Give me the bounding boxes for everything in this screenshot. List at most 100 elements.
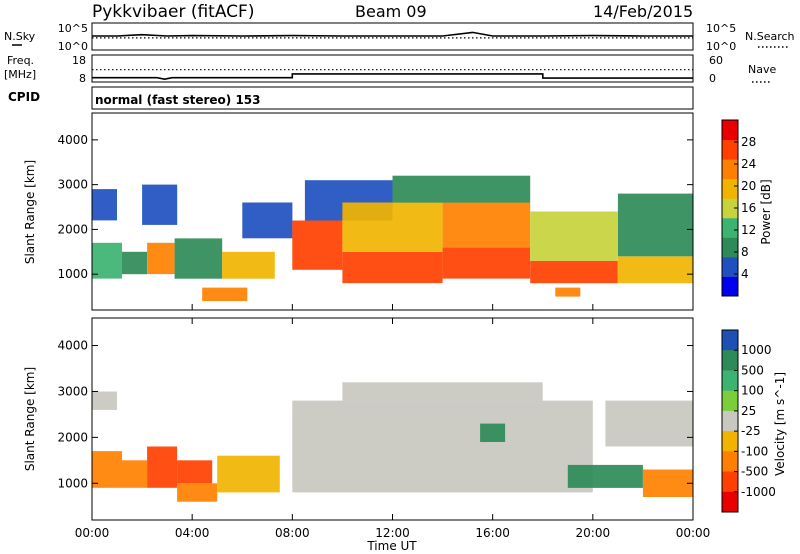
power-colorbar-segment — [722, 217, 738, 238]
nave-right-tick-bottom: 0 — [709, 72, 716, 85]
data-region — [92, 391, 117, 410]
velocity-colorbar-label: 100 — [741, 384, 764, 398]
data-region — [92, 189, 117, 221]
y-tick-label: 3000 — [57, 384, 88, 398]
velocity-colorbar-label: -25 — [741, 424, 761, 438]
data-region — [122, 251, 147, 275]
velocity-colorbar-segment — [722, 330, 738, 351]
freq-label-line2: [MHz] — [4, 68, 36, 81]
data-region — [530, 211, 618, 261]
data-region — [567, 464, 643, 488]
frequency-series-line — [92, 73, 693, 81]
velocity-colorbar-segment — [722, 431, 738, 452]
power-panel: Slant Range [km] 1000 2000 3000 4000 4 8 12 16… — [23, 112, 773, 311]
velocity-colorbar-segment — [722, 471, 738, 493]
data-region — [442, 247, 531, 279]
x-tick-label: 08:00 — [275, 526, 310, 540]
data-region — [617, 256, 693, 284]
velocity-colorbar-label: -500 — [741, 465, 768, 479]
velocity-colorbar-segment — [722, 370, 738, 392]
power-colorbar-label: Power [dB] — [759, 179, 773, 244]
power-colorbar-segment — [722, 178, 738, 199]
data-region — [202, 287, 248, 301]
power-colorbar-segment — [722, 120, 738, 141]
noise-right-label: N.Search — [745, 30, 795, 43]
power-colorbar-segment — [722, 256, 738, 277]
y-tick-label: 1000 — [57, 267, 88, 281]
noise-left-tick-bottom: 10^0 — [58, 40, 88, 53]
velocity-colorbar-label: Velocity [m s^-1] — [773, 372, 787, 476]
data-region — [292, 400, 593, 493]
x-tick-label: 00:00 — [676, 526, 711, 540]
data-region — [222, 251, 275, 279]
velocity-colorbar-label: 1000 — [741, 343, 772, 357]
power-colorbar-segment — [722, 139, 738, 160]
beam-title: Beam 09 — [355, 2, 427, 21]
nave-label: Nave — [748, 63, 776, 76]
cpid-label: CPID — [8, 90, 40, 104]
power-colorbar-segment — [722, 237, 738, 258]
y-tick-label: 2000 — [57, 430, 88, 444]
power-colorbar-label: 12 — [741, 223, 756, 237]
x-tick-label: 04:00 — [175, 526, 210, 540]
y-tick-label: 4000 — [57, 339, 88, 353]
data-region — [142, 184, 178, 225]
data-region — [147, 446, 178, 488]
velocity-colorbar-frame — [721, 329, 739, 513]
velocity-colorbar-label: -100 — [741, 444, 768, 458]
power-colorbar-label: 4 — [741, 267, 749, 281]
noise-left-label: N.Sky — [4, 30, 36, 43]
power-colorbar-label: 8 — [741, 245, 749, 259]
x-tick-label: 00:00 — [75, 526, 110, 540]
x-tick-label: 16:00 — [475, 526, 510, 540]
power-colorbar-label: 28 — [741, 135, 756, 149]
y-tick-label: 3000 — [57, 178, 88, 192]
noise-left-tick-top: 10^5 — [58, 22, 88, 35]
time-xlabel: Time UT — [366, 539, 417, 553]
velocity-colorbar-segment — [722, 350, 738, 371]
power-colorbar-label: 20 — [741, 179, 756, 193]
velocity-colorbar-segment — [722, 451, 738, 473]
velocity-panel: Slant Range [km] 1000 2000 3000 4000 1000 50… — [23, 304, 787, 553]
frequency-frame — [91, 54, 694, 83]
y-tick-label: 2000 — [57, 222, 88, 236]
data-region — [147, 242, 175, 275]
data-region — [342, 251, 443, 284]
noise-right-tick-top: 10^5 — [706, 22, 736, 35]
data-region — [292, 220, 343, 270]
velocity-colorbar-label: 500 — [741, 363, 764, 377]
nave-right-tick-top: 60 — [709, 54, 723, 67]
velocity-colorbar-label: -1000 — [741, 485, 776, 499]
power-colorbar-label: 16 — [741, 201, 756, 215]
data-region — [605, 400, 693, 447]
power-colorbar-segment — [722, 276, 738, 297]
cpid-frame — [91, 86, 694, 110]
data-region — [530, 260, 618, 284]
x-tick-label: 20:00 — [576, 526, 611, 540]
data-region — [555, 287, 581, 297]
noise-panel: N.Sky 10^5 10^0 10^5 10^0 N.Search — [4, 22, 795, 53]
data-region — [174, 238, 223, 279]
velocity-colorbar-segment — [722, 390, 738, 412]
noise-series-line — [92, 31, 693, 37]
y-tick-label: 4000 — [57, 133, 88, 147]
x-tick-label: 12:00 — [375, 526, 410, 540]
data-region — [177, 483, 218, 502]
data-region — [480, 423, 506, 442]
velocity-colorbar-segment — [722, 410, 738, 432]
data-region — [342, 202, 443, 252]
freq-label-line1: Freq. — [7, 54, 34, 67]
data-region — [442, 202, 531, 248]
frequency-panel: Freq. [MHz] 18 8 60 0 Nave — [4, 54, 776, 85]
power-colorbar-segment — [722, 159, 738, 180]
freq-left-tick-bottom: 8 — [79, 72, 86, 85]
velocity-ylabel: Slant Range [km] — [23, 367, 37, 471]
data-region — [617, 193, 693, 257]
freq-left-tick-top: 18 — [72, 54, 86, 67]
data-region — [217, 455, 280, 493]
data-region — [392, 175, 531, 203]
station-title: Pykkvibaer (fitACF) — [92, 2, 254, 22]
y-tick-label: 1000 — [57, 476, 88, 490]
date-title: 14/Feb/2015 — [593, 2, 693, 21]
